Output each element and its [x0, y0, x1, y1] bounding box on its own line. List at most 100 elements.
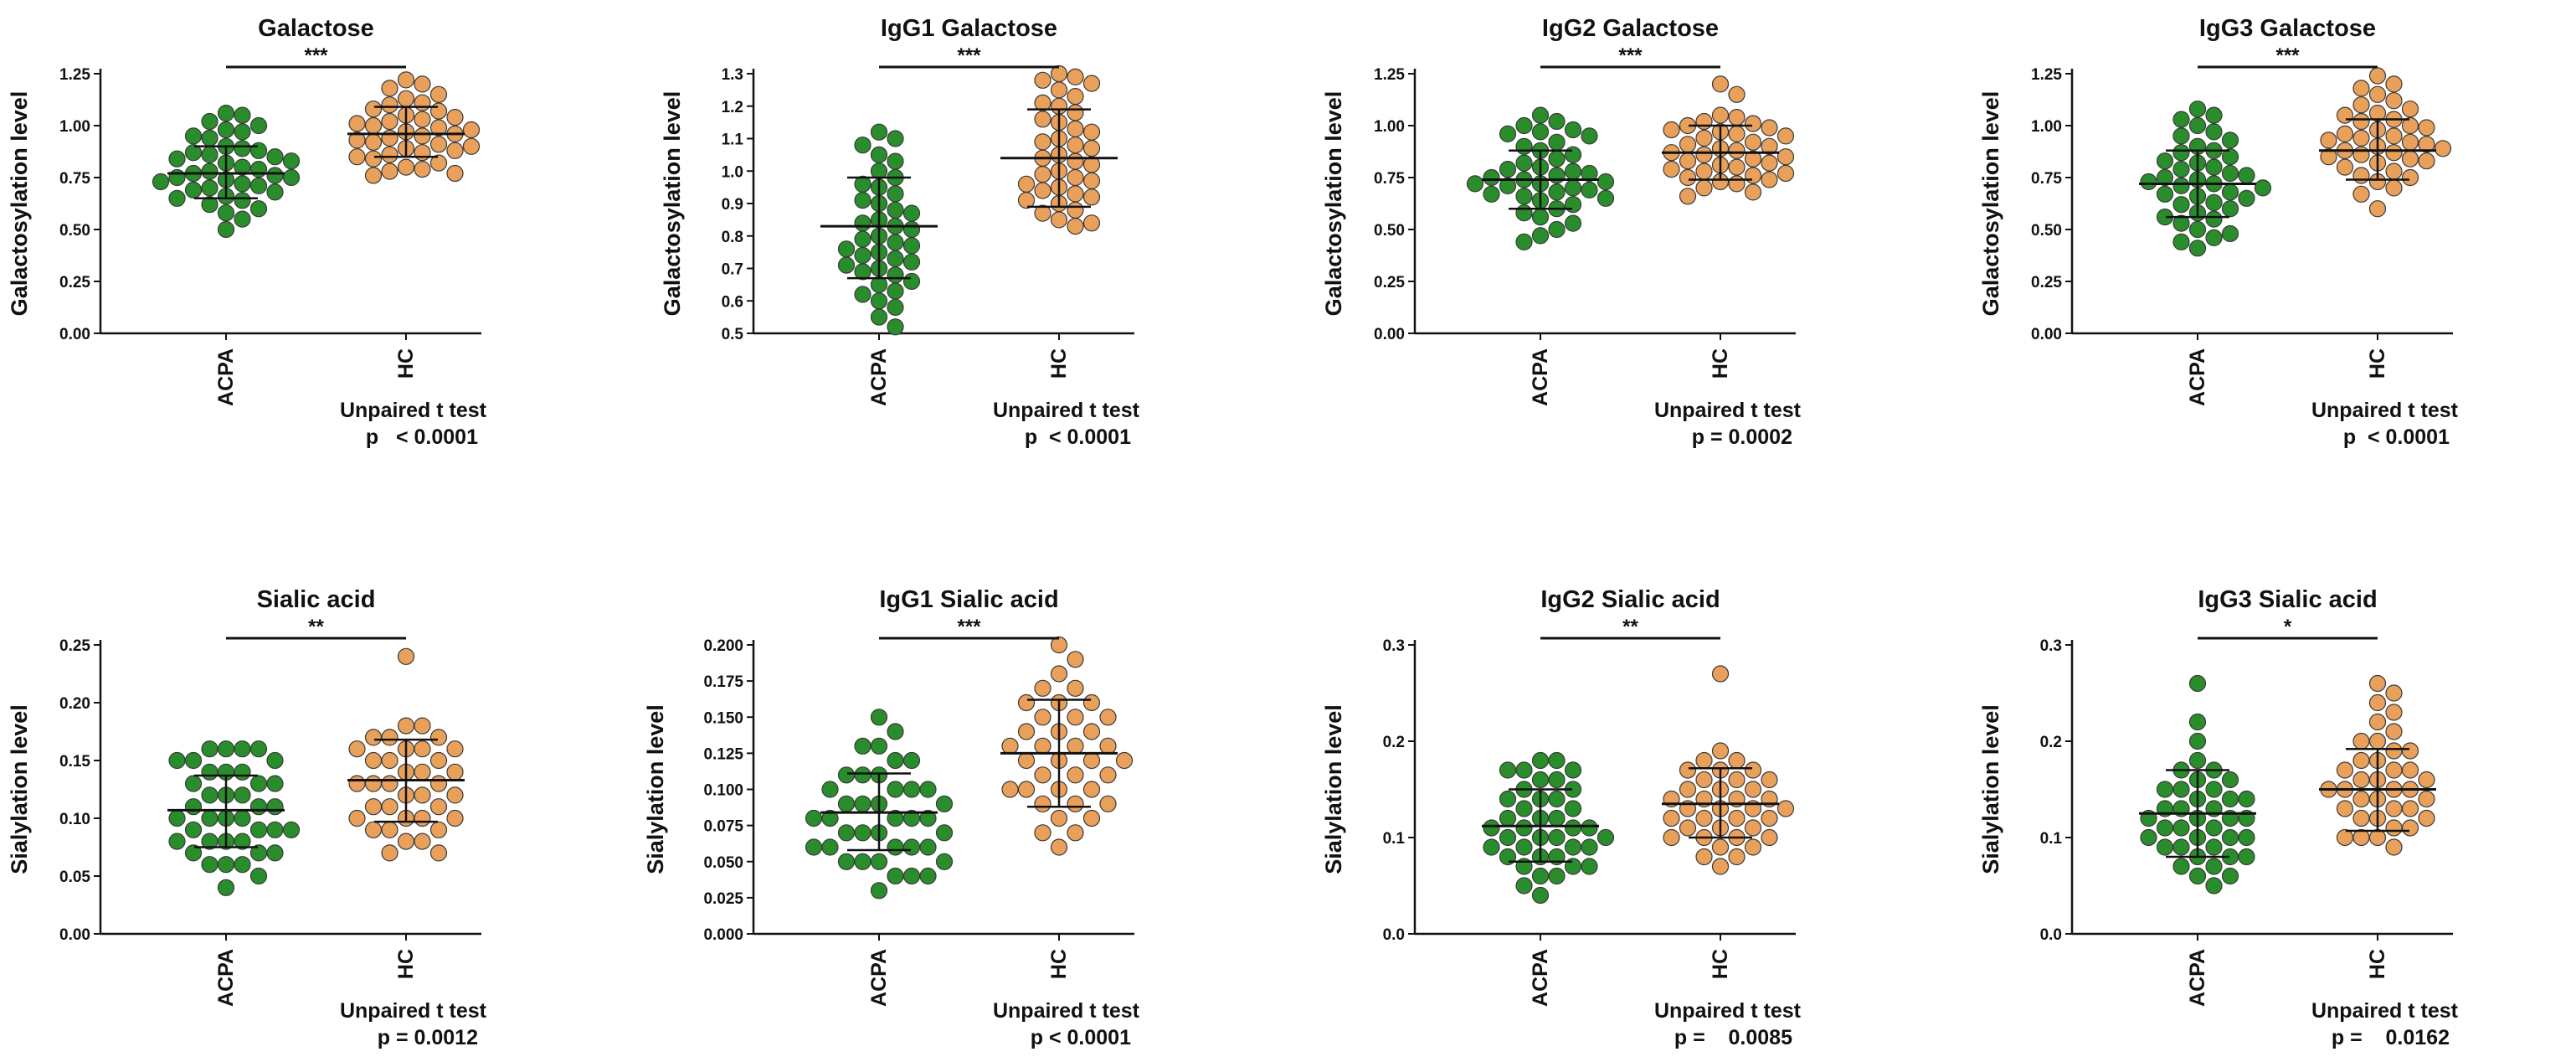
data-point-hc [2336, 800, 2354, 817]
data-point-acpa [887, 867, 904, 885]
data-point-hc [1761, 809, 1778, 827]
data-point-hc [2368, 693, 2387, 712]
data-point-acpa [1597, 189, 1615, 207]
data-point-acpa [249, 142, 268, 159]
data-point-hc [429, 844, 448, 862]
data-point-acpa [837, 240, 856, 258]
data-point-acpa [2172, 858, 2190, 875]
data-point-acpa [1515, 137, 1533, 155]
y-tick-label: 0.10 [59, 811, 90, 828]
data-point-acpa [2205, 123, 2223, 141]
data-point-acpa [282, 168, 301, 187]
data-point-hc [2401, 150, 2419, 168]
data-point-acpa [854, 795, 872, 812]
data-point-acpa [2188, 101, 2207, 118]
data-point-hc [1744, 781, 1762, 798]
data-point-hc [2385, 819, 2403, 837]
data-point-hc [1017, 175, 1036, 193]
data-point-acpa [1548, 751, 1566, 770]
data-point-acpa [1564, 146, 1582, 163]
y-tick-label: 0.9 [722, 196, 743, 214]
data-point-hc [1034, 111, 1051, 128]
data-point-hc [1761, 154, 1778, 172]
chart-title: IgG3 Sialic acid [2198, 586, 2377, 613]
data-point-acpa [935, 853, 954, 870]
p-value-label: p = 0.0085 [1674, 1026, 1792, 1049]
data-point-acpa [249, 775, 268, 792]
data-point-hc [1082, 693, 1101, 712]
x-category-label: HC [1047, 949, 1071, 979]
data-point-acpa [2188, 116, 2207, 135]
data-point-hc [2368, 200, 2387, 218]
data-point-acpa [1564, 196, 1582, 214]
data-point-hc [446, 164, 464, 183]
data-point-acpa [2172, 781, 2190, 798]
significance-stars: *** [2275, 44, 2300, 67]
p-value-label: p < 0.0001 [1025, 425, 1131, 449]
y-tick-label: 0.00 [1374, 326, 1405, 343]
data-point-hc [414, 161, 431, 178]
data-point-hc [429, 751, 448, 770]
data-point-hc [2418, 136, 2435, 153]
x-category-label: HC [394, 348, 418, 379]
data-point-acpa [2188, 240, 2207, 257]
y-tick-label: 0.150 [703, 709, 743, 727]
data-point-acpa [854, 766, 872, 784]
stat-test-label: Unpaired t test [2311, 999, 2459, 1023]
stat-test-label: Unpaired t test [340, 399, 487, 422]
data-point-acpa [1548, 867, 1566, 885]
data-point-hc [414, 111, 431, 128]
data-point-hc [1744, 761, 1762, 779]
data-point-acpa [870, 308, 888, 326]
data-point-acpa [2205, 819, 2223, 837]
data-point-acpa [2156, 781, 2174, 798]
data-point-hc [2352, 112, 2370, 131]
data-point-acpa [854, 824, 872, 842]
data-point-acpa [2156, 838, 2174, 856]
chart-title: IgG1 Sialic acid [879, 586, 1058, 613]
data-point-hc [429, 119, 448, 137]
data-point-acpa [1531, 867, 1550, 885]
data-point-hc [381, 162, 398, 180]
data-point-hc [1067, 168, 1084, 187]
significance-stars: ** [308, 616, 324, 638]
y-tick-label: 0.175 [703, 673, 743, 691]
data-point-hc [1067, 68, 1084, 86]
data-point-hc [364, 729, 383, 746]
significance-stars: *** [957, 616, 981, 638]
data-point-hc [2320, 131, 2337, 149]
data-point-acpa [249, 177, 268, 194]
data-point-hc [2385, 92, 2403, 110]
data-point-hc [1001, 737, 1019, 755]
data-point-acpa [1548, 828, 1566, 847]
data-point-acpa [1564, 838, 1582, 856]
data-point-acpa [1515, 233, 1533, 250]
data-point-hc [381, 129, 398, 147]
data-point-hc [1744, 183, 1762, 201]
data-point-acpa [217, 204, 235, 222]
data-point-hc [429, 85, 448, 103]
data-point-hc [1695, 848, 1713, 866]
data-point-hc [2401, 800, 2419, 817]
data-point-hc [2352, 129, 2370, 147]
y-tick-label: 1.25 [2031, 66, 2062, 84]
data-point-hc [1017, 751, 1036, 770]
data-point-hc [1663, 809, 1680, 827]
data-point-hc [1744, 838, 1762, 856]
data-point-acpa [266, 167, 284, 184]
y-tick-label: 0.000 [703, 926, 743, 944]
data-point-acpa [1515, 838, 1533, 856]
data-point-acpa [1597, 828, 1615, 847]
data-point-acpa [2238, 189, 2255, 207]
data-point-hc [1050, 665, 1068, 683]
y-axis-label: Sialylation level [1978, 704, 2003, 874]
data-point-acpa [1548, 150, 1566, 168]
data-point-hc [2401, 761, 2419, 779]
y-tick-label: 0.50 [59, 222, 90, 240]
significance-stars: *** [957, 44, 981, 67]
chart-title: IgG2 Galactose [1542, 15, 1719, 42]
data-point-acpa [902, 751, 921, 770]
data-point-hc [1067, 824, 1084, 842]
data-point-acpa [201, 833, 219, 850]
data-point-hc [2385, 179, 2403, 197]
